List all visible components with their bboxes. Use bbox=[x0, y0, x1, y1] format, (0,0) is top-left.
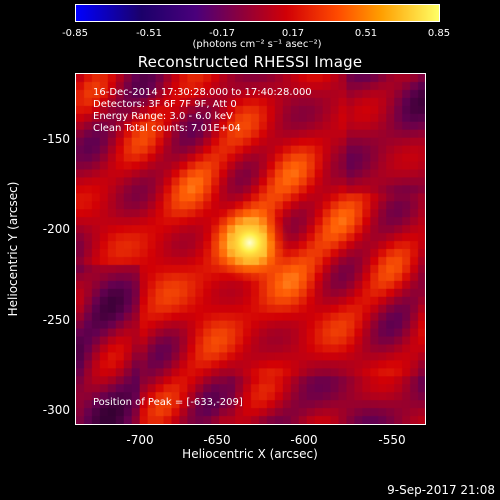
x-tick-label-650: -650 bbox=[203, 433, 231, 447]
y-tick-label-150: -150 bbox=[42, 132, 70, 146]
colorbar-tick-1: -0.85 bbox=[62, 28, 88, 39]
plot-area: 16-Dec-2014 17:30:28.000 to 17:40:28.000… bbox=[75, 73, 426, 425]
y-axis-label: Heliocentric Y (arcsec) bbox=[6, 181, 20, 317]
colorbar-gradient bbox=[76, 5, 439, 21]
x-tick-label-550: -550 bbox=[378, 433, 406, 447]
annotation-detectors: Detectors: 3F 6F 7F 9F, Att 0 bbox=[93, 99, 237, 110]
annotation-time-range: 16-Dec-2014 17:30:28.000 to 17:40:28.000 bbox=[93, 87, 312, 98]
heatmap-image bbox=[76, 74, 425, 424]
colorbar-tick-3: -0.17 bbox=[209, 28, 235, 39]
colorbar-tick-5: 0.51 bbox=[354, 28, 378, 39]
colorbar bbox=[75, 4, 440, 22]
annotation-energy-range: Energy Range: 3.0 - 6.0 keV bbox=[93, 111, 233, 122]
x-axis-label: Heliocentric X (arcsec) bbox=[182, 447, 318, 461]
colorbar-tick-6: 0.85 bbox=[427, 28, 451, 39]
y-tick-label-250: -250 bbox=[42, 313, 70, 327]
colorbar-tick-2: -0.51 bbox=[136, 28, 162, 39]
peak-position-label: Position of Peak = [-633,-209] bbox=[93, 397, 243, 408]
colorbar-unit-label: (photons cm⁻² s⁻¹ asec⁻²) bbox=[192, 39, 322, 50]
x-tick-label-600: -600 bbox=[290, 433, 318, 447]
colorbar-tick-4: 0.17 bbox=[281, 28, 305, 39]
y-tick-label-200: -200 bbox=[42, 222, 70, 236]
x-tick-label-700: -700 bbox=[126, 433, 154, 447]
render-timestamp: 9-Sep-2017 21:08 bbox=[387, 483, 495, 497]
y-tick-label-300: -300 bbox=[42, 403, 70, 417]
annotation-clean-counts: Clean Total counts: 7.01E+04 bbox=[93, 123, 241, 134]
chart-title: Reconstructed RHESSI Image bbox=[137, 53, 363, 71]
